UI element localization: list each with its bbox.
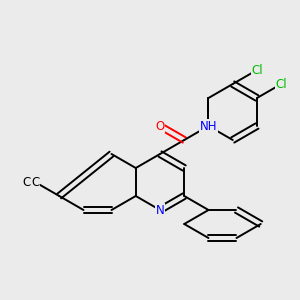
Text: NH: NH [200,119,217,133]
Text: C: C [31,176,39,188]
Text: Cl: Cl [275,77,287,91]
Text: C: C [23,176,31,188]
Text: N: N [156,203,164,217]
Text: O: O [155,119,165,133]
Text: Cl: Cl [251,64,263,76]
